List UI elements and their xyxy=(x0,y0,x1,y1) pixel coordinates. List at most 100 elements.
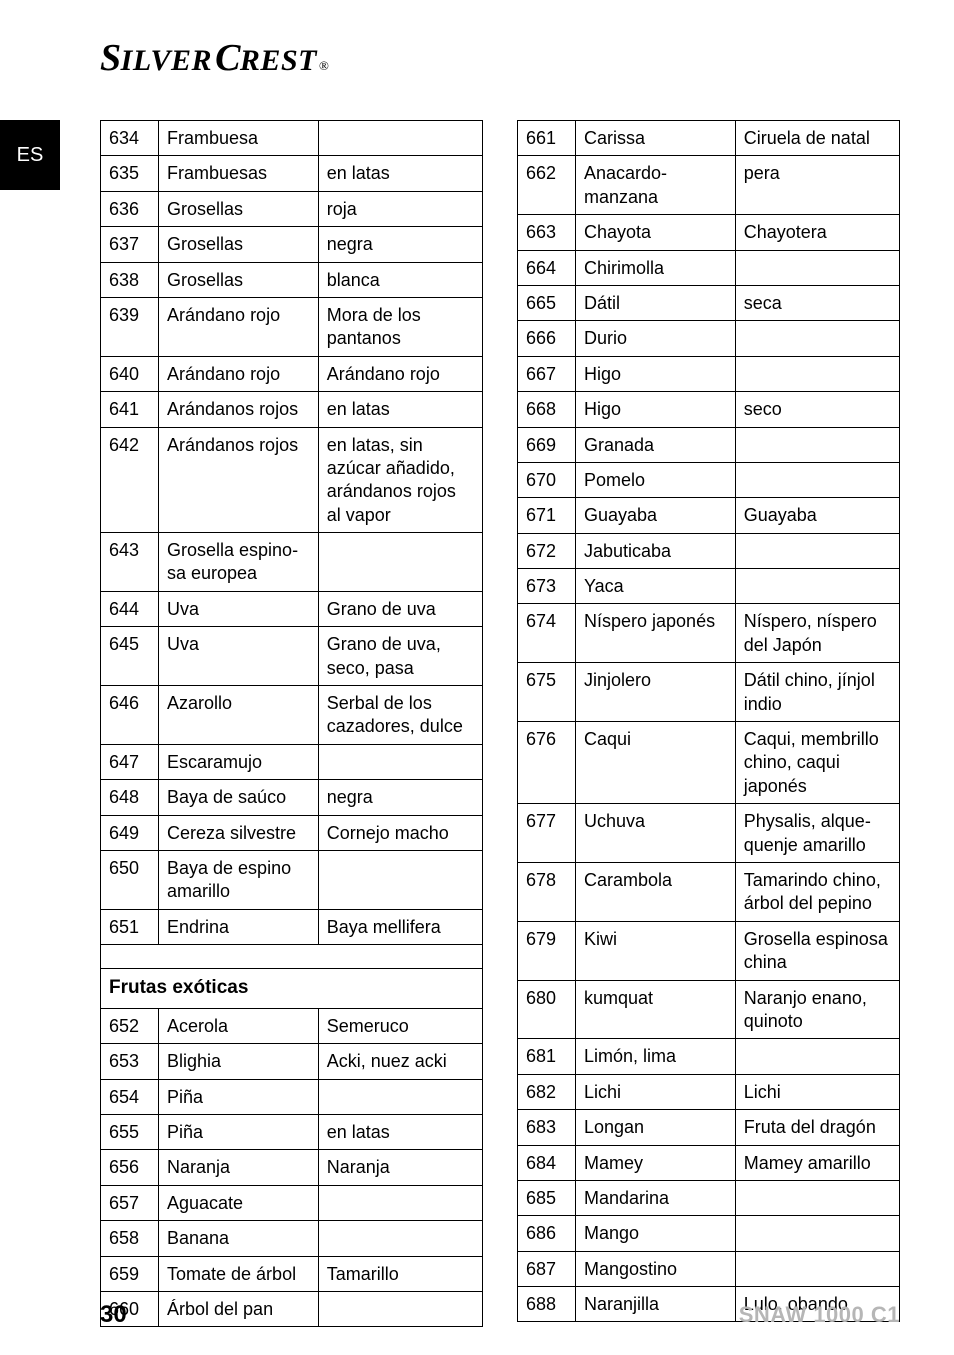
table-row: 669Granada xyxy=(518,427,900,462)
food-detail xyxy=(735,1039,899,1074)
table-row: 667Higo xyxy=(518,356,900,391)
food-code: 640 xyxy=(101,356,159,391)
food-code: 680 xyxy=(518,980,576,1039)
food-table-left: 634Frambuesa635Frambuesasen latas636Gros… xyxy=(100,120,483,1327)
food-name: Mango xyxy=(576,1216,736,1251)
brand-logo: S ILVER C REST ® xyxy=(100,36,328,80)
food-code: 677 xyxy=(518,804,576,863)
table-row: 655Piñaen latas xyxy=(101,1115,483,1150)
food-name: Caqui xyxy=(576,722,736,804)
food-detail: Guayaba xyxy=(735,498,899,533)
food-name: Mangostino xyxy=(576,1251,736,1286)
table-row: 673Yaca xyxy=(518,569,900,604)
food-detail: Acki, nuez acki xyxy=(318,1044,482,1079)
table-row: 659Tomate de árbolTamarillo xyxy=(101,1256,483,1291)
brand-part: REST xyxy=(240,44,317,78)
food-code: 652 xyxy=(101,1008,159,1043)
food-code: 679 xyxy=(518,921,576,980)
food-name: Lichi xyxy=(576,1074,736,1109)
food-detail: Chayotera xyxy=(735,215,899,250)
food-detail xyxy=(318,121,482,156)
page-footer: 30 SNAW 1000 C1 xyxy=(100,1301,900,1329)
food-code: 666 xyxy=(518,321,576,356)
food-code: 657 xyxy=(101,1185,159,1220)
food-code: 668 xyxy=(518,392,576,427)
food-code: 658 xyxy=(101,1221,159,1256)
table-row: 680kumquatNaranjo enano, quinoto xyxy=(518,980,900,1039)
food-detail: Naranjo enano, quinoto xyxy=(735,980,899,1039)
table-row: 662Anacardo-manzanapera xyxy=(518,156,900,215)
food-name: Uva xyxy=(159,627,319,686)
food-name: Acerola xyxy=(159,1008,319,1043)
table-row: 653BlighiaAcki, nuez acki xyxy=(101,1044,483,1079)
food-name: Granada xyxy=(576,427,736,462)
food-code: 687 xyxy=(518,1251,576,1286)
table-row: 687Mangostino xyxy=(518,1251,900,1286)
food-detail xyxy=(318,1221,482,1256)
food-name: Blighia xyxy=(159,1044,319,1079)
food-code: 646 xyxy=(101,686,159,745)
food-name: Pomelo xyxy=(576,462,736,497)
table-row: 644UvaGrano de uva xyxy=(101,591,483,626)
brand-part: S xyxy=(100,36,121,80)
food-name: Carambola xyxy=(576,862,736,921)
food-detail: Serbal de los cazadores, dulce xyxy=(318,686,482,745)
food-detail xyxy=(735,321,899,356)
food-code: 634 xyxy=(101,121,159,156)
food-table-right: 661CarissaCiruela de natal662Anacardo-ma… xyxy=(517,120,900,1322)
food-code: 656 xyxy=(101,1150,159,1185)
food-detail xyxy=(735,1251,899,1286)
table-row: 663ChayotaChayotera xyxy=(518,215,900,250)
food-name: Piña xyxy=(159,1079,319,1114)
food-name: Azarollo xyxy=(159,686,319,745)
food-name: Banana xyxy=(159,1221,319,1256)
table-row: 685Mandarina xyxy=(518,1180,900,1215)
table-row: 682LichiLichi xyxy=(518,1074,900,1109)
food-detail xyxy=(735,1180,899,1215)
food-name: Dátil xyxy=(576,285,736,320)
food-name: Chayota xyxy=(576,215,736,250)
food-code: 636 xyxy=(101,191,159,226)
food-detail: negra xyxy=(318,227,482,262)
food-detail: blanca xyxy=(318,262,482,297)
food-code: 648 xyxy=(101,780,159,815)
table-row: 648Baya de saúconegra xyxy=(101,780,483,815)
food-name: Frambuesas xyxy=(159,156,319,191)
food-name: Yaca xyxy=(576,569,736,604)
page-number: 30 xyxy=(100,1301,127,1329)
food-detail: Baya mellifera xyxy=(318,909,482,944)
food-code: 641 xyxy=(101,392,159,427)
brand-part: ILVER xyxy=(121,44,212,78)
food-name: Grosellas xyxy=(159,262,319,297)
food-code: 670 xyxy=(518,462,576,497)
brand-registered: ® xyxy=(319,58,328,74)
food-name: Aguacate xyxy=(159,1185,319,1220)
food-detail: Lichi xyxy=(735,1074,899,1109)
table-row: 657Aguacate xyxy=(101,1185,483,1220)
food-code: 661 xyxy=(518,121,576,156)
language-code: ES xyxy=(17,144,44,167)
food-detail: Tamarillo xyxy=(318,1256,482,1291)
table-row: 674Níspero japonésNíspero, níspero del J… xyxy=(518,604,900,663)
food-detail: en latas xyxy=(318,392,482,427)
food-detail xyxy=(318,1185,482,1220)
food-name: Piña xyxy=(159,1115,319,1150)
food-code: 645 xyxy=(101,627,159,686)
section-title: Frutas exóticas xyxy=(101,969,483,1009)
food-name: Arándano rojo xyxy=(159,297,319,356)
table-row: 665Dátilseca xyxy=(518,285,900,320)
food-code: 673 xyxy=(518,569,576,604)
food-code: 672 xyxy=(518,533,576,568)
food-detail xyxy=(735,1216,899,1251)
food-code: 667 xyxy=(518,356,576,391)
food-name: Uchuva xyxy=(576,804,736,863)
food-code: 642 xyxy=(101,427,159,533)
food-name: Baya de saúco xyxy=(159,780,319,815)
food-code: 676 xyxy=(518,722,576,804)
food-detail xyxy=(318,744,482,779)
food-code: 644 xyxy=(101,591,159,626)
food-code: 665 xyxy=(518,285,576,320)
food-name: Anacardo-manzana xyxy=(576,156,736,215)
table-row: 681Limón, lima xyxy=(518,1039,900,1074)
table-row: 672Jabuticaba xyxy=(518,533,900,568)
